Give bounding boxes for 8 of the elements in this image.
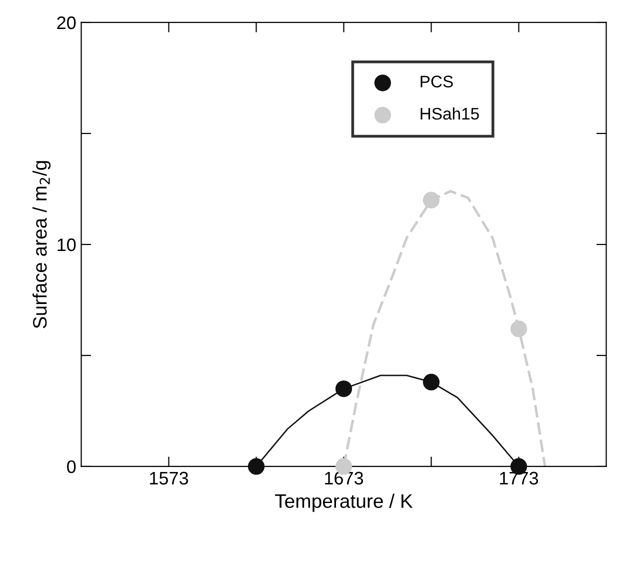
y-tick-label: 0 (67, 460, 76, 474)
legend-label: PCS (420, 76, 453, 88)
x-axis-title: Temperature / K (275, 494, 413, 512)
x-tick-label: 1573 (150, 472, 188, 485)
legend-label: HSah15 (420, 107, 479, 120)
y-tick-label: 10 (58, 238, 76, 252)
y-axis-title: Surface area / m$_{2}$/g (32, 161, 51, 328)
y-tick-label: 20 (57, 16, 76, 30)
